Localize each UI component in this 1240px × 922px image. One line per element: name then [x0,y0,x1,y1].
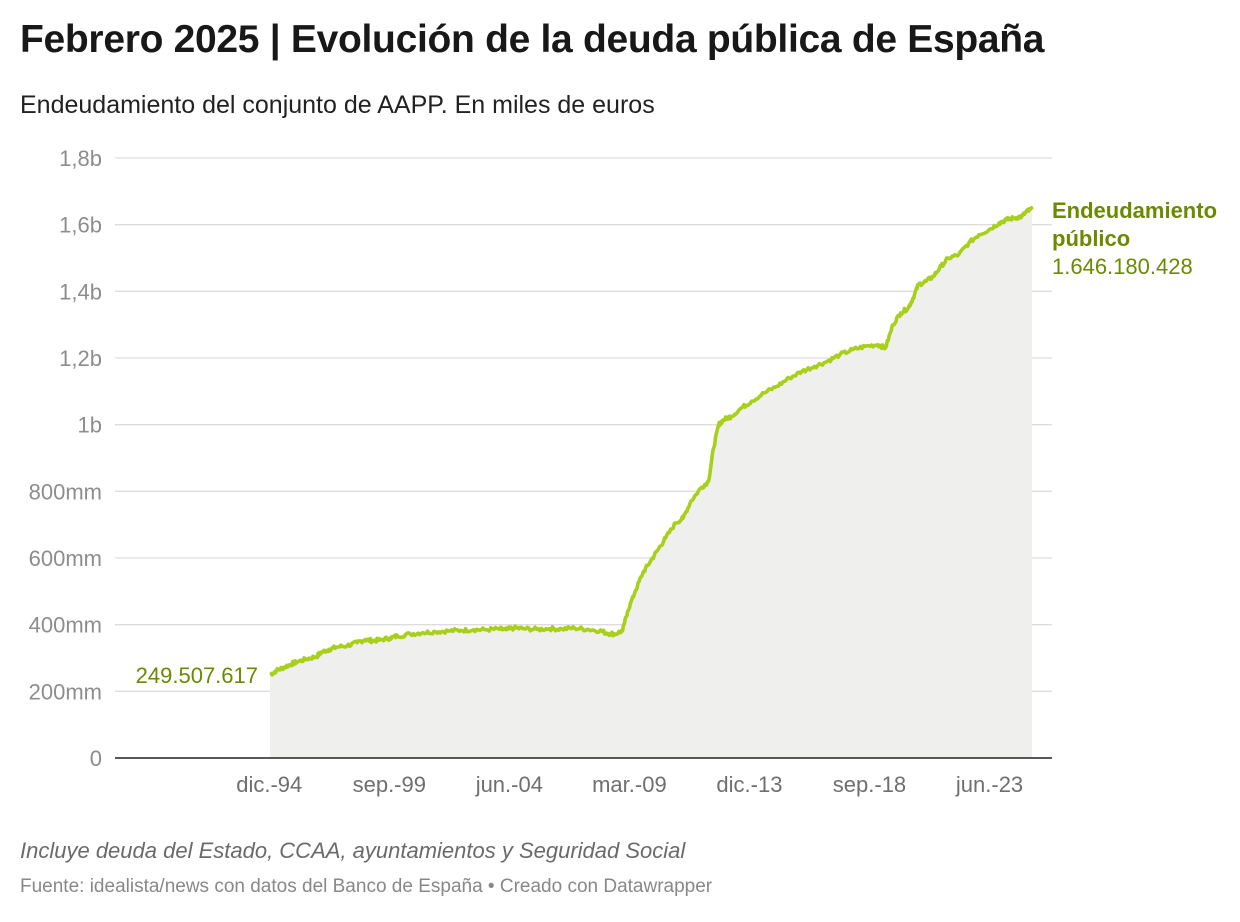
y-tick-label: 1,2b [59,346,102,371]
debt-area-fill [270,207,1032,758]
y-axis-ticks: 1,8b 1,6b 1,4b 1,2b 1b 800mm 600mm 400mm 200mm 0 [29,146,102,771]
start-value-label: 249.507.617 [136,663,258,688]
y-tick-label: 800mm [29,479,102,504]
y-tick-label: 1,8b [59,146,102,171]
y-tick-label: 1b [78,413,102,438]
x-tick-label: sep.-99 [353,772,426,797]
chart-title: Febrero 2025 | Evolución de la deuda púb… [20,18,1045,61]
x-tick-label: jun.-23 [955,772,1023,797]
x-tick-label: dic.-13 [716,772,782,797]
y-tick-label: 400mm [29,613,102,638]
chart-source: Fuente: idealista/news con datos del Ban… [20,876,713,897]
chart-subtitle: Endeudamiento del conjunto de AAPP. En m… [20,91,655,119]
x-axis-ticks: dic.-94 sep.-99 jun.-04 mar.-09 dic.-13 sep.-… [236,772,1023,797]
y-tick-label: 1,4b [59,279,102,304]
end-value-label: 1.646.180.428 [1052,254,1193,279]
x-tick-label: sep.-18 [833,772,906,797]
y-tick-label: 200mm [29,679,102,704]
y-tick-label: 600mm [29,546,102,571]
series-name-label-line2: público [1052,226,1130,251]
debt-series-line [269,205,1034,677]
y-tick-label: 0 [90,746,102,771]
chart-note: Incluye deuda del Estado, CCAA, ayuntami… [20,838,686,863]
x-tick-label: dic.-94 [236,772,302,797]
x-tick-label: jun.-04 [475,772,543,797]
series-name-label-line1: Endeudamiento [1052,198,1217,223]
x-tick-label: mar.-09 [592,772,667,797]
y-tick-label: 1,6b [59,213,102,238]
